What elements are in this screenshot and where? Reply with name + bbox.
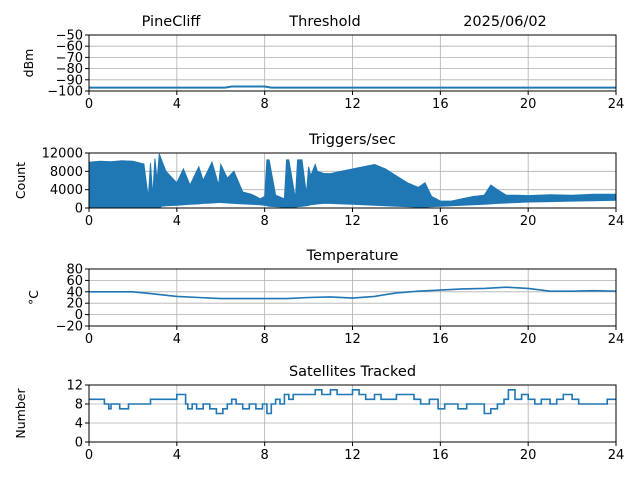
y-tick-label: −70	[56, 51, 83, 66]
x-tick-label: 0	[85, 448, 93, 463]
x-tick-label: 20	[520, 214, 537, 229]
x-tick-label: 16	[432, 214, 449, 229]
panel-threshold: 0 4 8 12 16 20 24 −100−90−80−70−60−50 dBm	[21, 29, 624, 113]
x-tick-label: 12	[344, 214, 361, 229]
y-tick-label: −90	[56, 73, 83, 88]
y-axis-label-triggers: Count	[13, 162, 28, 199]
chart-panels: 0 4 8 12 16 20 24 −100−90−80−70−60−50 dBm 0 4 8 12 16…	[13, 29, 624, 464]
x-tick-label: 24	[608, 214, 625, 229]
x-tick-label: 0	[85, 214, 93, 229]
series-line-temperature	[89, 286, 617, 300]
chart-title-threshold: Threshold	[288, 14, 360, 30]
y-tick-label: 0	[75, 202, 83, 217]
series-line-threshold	[89, 85, 616, 89]
y-tick-label: 8000	[50, 165, 83, 180]
y-tick-label: 60	[66, 274, 83, 289]
series-line-satellites	[89, 388, 616, 415]
x-tick-label: 20	[520, 97, 537, 112]
y-tick-label: 12000	[42, 147, 83, 162]
x-tick-label: 16	[432, 97, 449, 112]
y-tick-label: −100	[47, 85, 83, 100]
panel-title-temperature: Temperature	[306, 248, 399, 264]
y-axis-label-threshold: dBm	[21, 49, 36, 78]
y-tick-label: 8	[75, 398, 83, 413]
x-tick-label: 12	[344, 332, 361, 347]
panel-triggers: 0 4 8 12 16 20 24 0 4000 8000 12000 Triggers/sec Cou…	[13, 132, 624, 229]
x-tick-label: 0	[85, 97, 93, 112]
panel-title-triggers: Triggers/sec	[308, 132, 396, 148]
y-tick-label: 12	[66, 379, 83, 394]
x-tick-label: 24	[608, 332, 625, 347]
y-tick-label: −60	[56, 40, 83, 55]
y-tick-label: 40	[66, 285, 83, 300]
y-tick-label: −20	[56, 320, 83, 335]
chart-date: 2025/06/02	[463, 14, 547, 30]
y-tick-label: 4	[75, 417, 83, 432]
y-tick-label: −80	[56, 62, 83, 77]
x-tick-label: 8	[261, 332, 269, 347]
x-tick-label: 20	[520, 332, 537, 347]
x-tick-label: 16	[432, 332, 449, 347]
x-tick-label: 12	[344, 448, 361, 463]
x-tick-label: 24	[608, 448, 625, 463]
x-tick-label: 4	[173, 214, 181, 229]
x-tick-label: 8	[261, 97, 269, 112]
x-tick-label: 0	[85, 332, 93, 347]
y-tick-label: 0	[75, 308, 83, 323]
panel-satellites: 0 4 8 12 16 20 24 0 4 8 12 Satellites Tracked Number	[13, 364, 624, 463]
y-tick-label: 0	[75, 436, 83, 451]
y-axis-label-satellites: Number	[13, 388, 28, 439]
y-axis-label-temperature: °C	[26, 290, 41, 305]
y-tick-label: 4000	[50, 183, 83, 198]
x-tick-label: 8	[261, 448, 269, 463]
x-tick-label: 16	[432, 448, 449, 463]
y-tick-label: 20	[66, 297, 83, 312]
x-tick-label: 12	[344, 97, 361, 112]
x-tick-label: 4	[173, 332, 181, 347]
x-tick-label: 4	[173, 448, 181, 463]
station-name: PineCliff	[142, 14, 202, 30]
y-tick-label: 80	[66, 263, 83, 278]
x-tick-label: 20	[520, 448, 537, 463]
x-tick-label: 24	[608, 97, 625, 112]
x-tick-label: 4	[173, 97, 181, 112]
x-tick-label: 8	[261, 214, 269, 229]
y-tick-label: −50	[56, 29, 83, 44]
panel-title-satellites: Satellites Tracked	[289, 364, 416, 380]
